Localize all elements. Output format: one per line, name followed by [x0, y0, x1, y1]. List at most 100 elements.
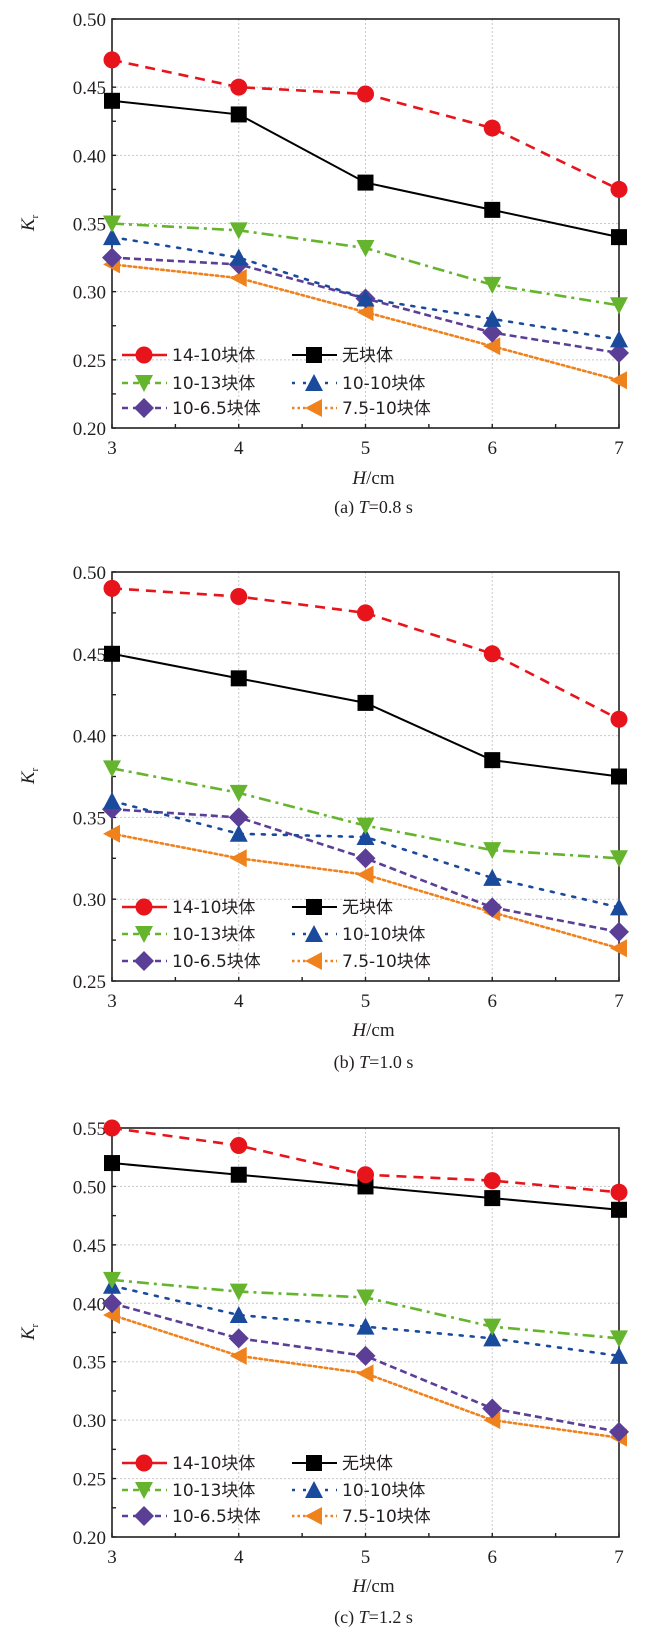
y-tick-label: 0.45	[73, 1236, 106, 1257]
legend-label: 10-10块体	[342, 374, 425, 394]
data-point	[229, 1283, 248, 1301]
data-point	[230, 1137, 248, 1155]
legend-label: 7.5-10块体	[342, 1507, 431, 1527]
data-point	[355, 848, 376, 869]
caption-prefix: (b)	[334, 1052, 360, 1073]
data-point	[229, 784, 248, 802]
x-tick-label: 4	[234, 1547, 244, 1568]
caption-var: T	[359, 1607, 371, 1627]
x-tick-label: 4	[234, 438, 244, 459]
data-point	[229, 1346, 247, 1365]
data-point	[357, 694, 374, 711]
x-tick-label: 7	[614, 438, 624, 459]
legend-item: 10-13块体	[122, 374, 255, 394]
y-tick-label: 0.30	[73, 283, 106, 304]
y-tick-label: 0.35	[73, 1353, 106, 1374]
legend-item: 无块体	[292, 898, 393, 918]
series-5	[103, 1305, 627, 1447]
legend-item: 无块体	[292, 346, 393, 366]
series-3	[103, 792, 628, 916]
data-point	[610, 898, 628, 916]
data-point	[356, 865, 374, 884]
series-2	[103, 215, 628, 315]
x-tick-label: 7	[614, 991, 624, 1012]
legend-label: 10-10块体	[342, 1481, 425, 1501]
legend-item: 10-13块体	[122, 1481, 255, 1501]
data-point	[356, 828, 375, 846]
legend-marker	[135, 898, 153, 916]
data-point	[230, 106, 247, 123]
legend-item: 14-10块体	[122, 898, 255, 918]
x-axis-label-var: H	[351, 1020, 367, 1041]
data-point	[610, 180, 628, 198]
y-axis-label: Kr	[18, 214, 41, 232]
y-tick-label: 0.30	[73, 1411, 106, 1432]
legend-item: 7.5-10块体	[292, 952, 431, 972]
data-point	[483, 842, 502, 860]
data-point	[483, 309, 502, 327]
data-point	[356, 240, 375, 258]
caption-rest: =1.2 s	[369, 1607, 413, 1627]
series-1	[104, 1155, 627, 1218]
legend-marker	[306, 347, 322, 363]
caption-rest: =1.0 s	[369, 1052, 413, 1072]
data-point	[483, 1329, 502, 1347]
legend-marker	[135, 1454, 153, 1472]
legend-label: 10-13块体	[172, 925, 255, 945]
data-point	[483, 119, 501, 137]
legend-label: 10-6.5块体	[172, 952, 261, 972]
x-axis-label: H/cm	[351, 1020, 394, 1041]
data-point	[609, 343, 629, 364]
data-point	[356, 817, 375, 835]
data-point	[609, 1421, 629, 1442]
legend: 14-10块体 无块体 10-13块体 10-10块体 10-6.5块体 7.5-10块体	[122, 1454, 431, 1527]
legend-label: 无块体	[342, 346, 393, 366]
legend-marker	[305, 374, 323, 391]
data-point	[230, 78, 248, 96]
legend-item: 10-10块体	[292, 374, 425, 394]
data-point	[610, 297, 628, 315]
data-point	[484, 201, 501, 218]
y-tick-label: 0.45	[73, 645, 106, 666]
data-point	[483, 276, 502, 294]
y-tick-label: 0.50	[73, 10, 106, 31]
data-point	[356, 1317, 375, 1335]
data-point	[229, 269, 247, 288]
series-line	[110, 235, 621, 341]
series-0	[103, 51, 628, 198]
legend: 14-10块体 无块体 10-13块体 10-10块体 10-6.5块体 7.5-10块体	[122, 898, 431, 972]
x-tick-label: 4	[234, 991, 244, 1012]
legend-item: 10-13块体	[122, 925, 255, 945]
data-point	[355, 1345, 376, 1366]
legend-item: 10-6.5块体	[122, 1506, 261, 1527]
data-point	[482, 1398, 503, 1419]
data-point	[610, 1183, 628, 1201]
data-point	[103, 579, 121, 597]
data-point	[104, 1155, 120, 1172]
data-point	[483, 337, 501, 356]
data-point	[611, 229, 627, 246]
legend-marker	[134, 951, 154, 971]
series-5	[103, 255, 627, 390]
data-point	[230, 1166, 247, 1183]
legend-label: 10-6.5块体	[172, 399, 261, 419]
series-1	[104, 645, 627, 785]
data-point	[357, 1178, 374, 1195]
x-axis-label-var: H	[351, 468, 367, 489]
x-axis-label: H/cm	[351, 1576, 394, 1597]
data-point	[102, 1293, 122, 1314]
data-point	[229, 1305, 248, 1323]
series-4	[102, 1293, 629, 1442]
data-point	[610, 371, 627, 390]
chart-panel-b: 0.25 0.30 0.35 0.40 0.45 0.50 3 4 5 6 7 Kr H/cm (b) T…	[18, 563, 629, 1073]
data-point	[357, 85, 374, 103]
series-line	[110, 799, 621, 909]
data-point	[103, 792, 121, 810]
data-point	[103, 1271, 121, 1289]
chart-caption: (b) T=1.0 s	[334, 1052, 414, 1073]
legend-marker	[305, 1481, 323, 1498]
data-point	[356, 1289, 375, 1307]
legend-item: 14-10块体	[122, 346, 255, 366]
data-point	[103, 215, 121, 233]
legend-marker	[135, 926, 153, 943]
